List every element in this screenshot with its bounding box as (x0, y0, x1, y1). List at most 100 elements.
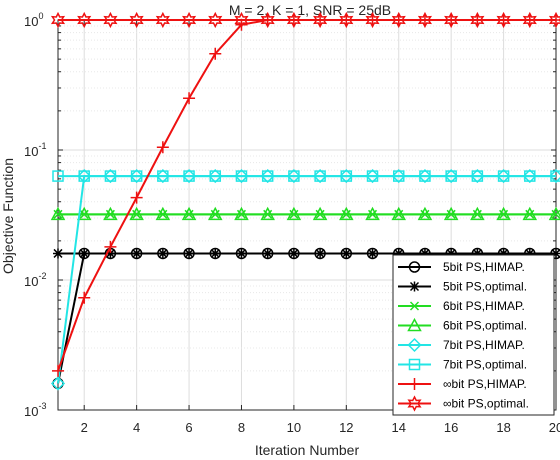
data-point (183, 92, 196, 105)
data-point (260, 169, 275, 184)
y-tick-label: 10-1 (24, 141, 46, 159)
data-point (550, 170, 560, 182)
data-point (210, 248, 221, 259)
data-point (444, 11, 459, 29)
data-point (235, 170, 248, 182)
data-point (130, 191, 143, 204)
data-point (522, 11, 537, 29)
data-point (129, 11, 144, 29)
data-point (50, 206, 66, 221)
data-point (181, 11, 197, 29)
data-point (208, 169, 223, 184)
data-point (184, 248, 195, 259)
data-point (155, 206, 171, 221)
data-point (157, 248, 168, 259)
legend: 5bit PS,HIMAP. 5bit PS,optimal. 6bit PS,HI… (392, 254, 555, 416)
legend-item: ∞bit PS,HIMAP. (398, 377, 527, 391)
data-point (367, 248, 378, 259)
data-point (105, 248, 116, 259)
data-point (181, 206, 197, 221)
x-tick-label: 8 (238, 420, 245, 435)
data-point (104, 170, 117, 182)
legend-marker (407, 317, 422, 332)
data-point (208, 11, 223, 29)
data-point (313, 169, 328, 184)
legend-label: 6bit PS,HIMAP. (443, 299, 525, 313)
x-tick-label: 4 (133, 420, 140, 435)
data-point (365, 169, 380, 184)
data-point (341, 248, 352, 259)
legend-marker (409, 301, 420, 311)
data-point (417, 169, 433, 184)
data-point (155, 11, 170, 29)
legend-marker (407, 337, 422, 353)
data-point (339, 206, 354, 221)
x-tick-label: 18 (496, 420, 510, 435)
data-point (365, 206, 380, 221)
data-point (470, 169, 485, 184)
data-point (446, 248, 457, 259)
data-point (129, 206, 144, 221)
data-point (52, 170, 64, 182)
legend-item: 6bit PS,optimal. (398, 317, 527, 333)
legend-box (392, 254, 555, 416)
data-point (234, 11, 249, 29)
x-axis-label: Iteration Number (255, 442, 360, 458)
data-point (77, 11, 92, 29)
legend-item: 5bit PS,HIMAP. (398, 260, 525, 274)
legend-item: 5bit PS,optimal. (398, 280, 527, 294)
legend-label: ∞bit PS,HIMAP. (443, 377, 527, 391)
data-point (288, 248, 299, 259)
data-point (443, 206, 459, 221)
data-point (393, 248, 404, 259)
legend-marker (408, 358, 421, 371)
data-point (103, 206, 118, 221)
legend-label: 7bit PS,optimal. (443, 358, 527, 372)
data-point (50, 11, 66, 29)
data-point (78, 291, 91, 304)
data-point (314, 170, 326, 182)
data-point (548, 206, 560, 221)
data-point (286, 11, 301, 29)
data-point (339, 169, 354, 184)
chart-title: M = 2, K = 1, SNR = 25dB (229, 2, 391, 18)
x-tick-label: 2 (81, 420, 88, 435)
data-point (365, 11, 380, 29)
legend-item: 7bit PS,HIMAP. (398, 337, 525, 353)
x-tick-label: 12 (339, 420, 353, 435)
data-point (472, 248, 483, 259)
data-point (496, 169, 511, 184)
data-point (315, 248, 326, 259)
grid (58, 19, 557, 411)
legend-item: ∞bit PS,optimal. (398, 395, 529, 412)
y-tick-label: 10-2 (24, 271, 46, 289)
data-point (312, 206, 328, 221)
x-tick-label: 20 (549, 420, 560, 435)
data-point (156, 141, 169, 154)
data-point (496, 11, 511, 29)
data-point (496, 206, 511, 221)
data-point (131, 248, 142, 259)
x-tick-label: 14 (392, 420, 406, 435)
series-6 (52, 170, 560, 182)
data-point (53, 248, 63, 259)
series-layer (50, 11, 560, 391)
data-point (340, 170, 353, 182)
legend-marker (408, 378, 421, 390)
data-point (444, 169, 459, 184)
data-point (391, 206, 407, 221)
data-point (157, 170, 169, 182)
data-point (155, 169, 170, 184)
data-point (417, 11, 433, 29)
data-point (262, 248, 273, 259)
y-axis-label: Objective Function (0, 158, 16, 274)
data-point (103, 169, 118, 184)
data-point (52, 364, 64, 377)
data-point (313, 11, 328, 29)
data-point (339, 11, 354, 29)
x-tick-label: 6 (185, 420, 192, 435)
y-tick-label: 100 (24, 11, 43, 29)
data-point (261, 170, 274, 182)
data-point (209, 170, 222, 182)
